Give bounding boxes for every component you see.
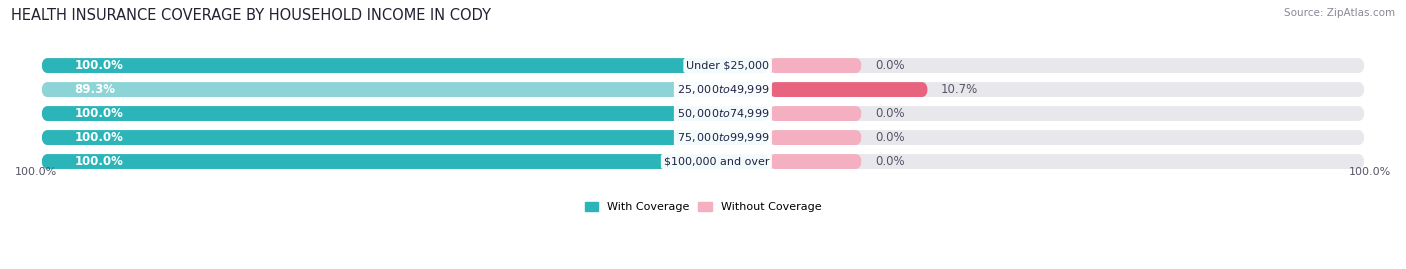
FancyBboxPatch shape <box>769 130 862 145</box>
Text: 10.7%: 10.7% <box>941 83 979 96</box>
Text: 100.0%: 100.0% <box>15 167 58 177</box>
Text: $25,000 to $49,999: $25,000 to $49,999 <box>676 83 769 96</box>
Text: HEALTH INSURANCE COVERAGE BY HOUSEHOLD INCOME IN CODY: HEALTH INSURANCE COVERAGE BY HOUSEHOLD I… <box>11 8 491 23</box>
Text: $75,000 to $99,999: $75,000 to $99,999 <box>676 131 769 144</box>
Text: 0.0%: 0.0% <box>875 59 904 72</box>
Text: 0.0%: 0.0% <box>875 155 904 168</box>
Text: Source: ZipAtlas.com: Source: ZipAtlas.com <box>1284 8 1395 18</box>
Text: 0.0%: 0.0% <box>875 107 904 120</box>
FancyBboxPatch shape <box>41 130 769 145</box>
FancyBboxPatch shape <box>769 58 862 73</box>
FancyBboxPatch shape <box>41 154 1365 169</box>
FancyBboxPatch shape <box>41 130 1365 145</box>
Legend: With Coverage, Without Coverage: With Coverage, Without Coverage <box>585 202 821 212</box>
FancyBboxPatch shape <box>41 58 769 73</box>
Text: 89.3%: 89.3% <box>75 83 115 96</box>
Text: $100,000 and over: $100,000 and over <box>664 157 769 167</box>
FancyBboxPatch shape <box>41 58 1365 73</box>
FancyBboxPatch shape <box>769 82 928 97</box>
Text: 100.0%: 100.0% <box>75 155 124 168</box>
Text: 100.0%: 100.0% <box>75 107 124 120</box>
FancyBboxPatch shape <box>41 106 1365 121</box>
FancyBboxPatch shape <box>41 82 1365 97</box>
Text: Under $25,000: Under $25,000 <box>686 61 769 70</box>
FancyBboxPatch shape <box>769 154 862 169</box>
FancyBboxPatch shape <box>41 106 769 121</box>
FancyBboxPatch shape <box>41 82 769 97</box>
Text: 100.0%: 100.0% <box>75 131 124 144</box>
Text: 0.0%: 0.0% <box>875 131 904 144</box>
FancyBboxPatch shape <box>769 106 862 121</box>
FancyBboxPatch shape <box>41 154 769 169</box>
Text: 100.0%: 100.0% <box>1348 167 1391 177</box>
Text: $50,000 to $74,999: $50,000 to $74,999 <box>676 107 769 120</box>
Text: 100.0%: 100.0% <box>75 59 124 72</box>
